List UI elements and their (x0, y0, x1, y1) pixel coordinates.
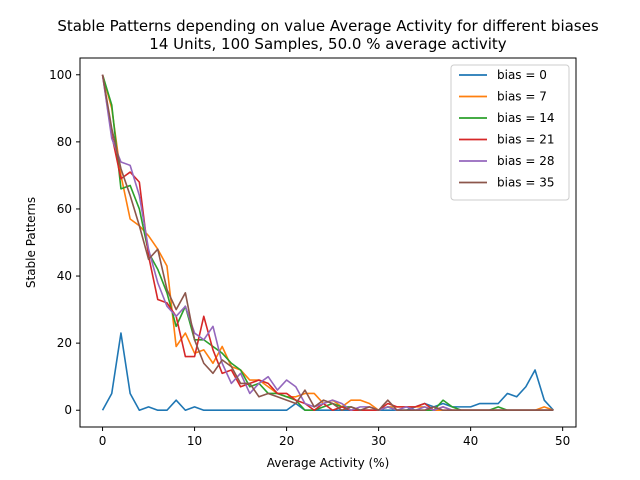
x-tick-label-0: 0 (99, 434, 107, 448)
y-tick-label-5: 100 (49, 68, 72, 82)
legend-box (450, 64, 570, 201)
chart-subtitle: 14 Units, 100 Samples, 50.0 % average ac… (149, 35, 507, 53)
y-axis-label: Stable Patterns (24, 197, 38, 288)
plot-frame (79, 57, 577, 428)
y-tick-label-4: 80 (57, 135, 72, 149)
legend-label-2: bias = 14 (497, 111, 555, 125)
y-tick-label-0: 0 (64, 403, 72, 417)
x-tick-label-1: 10 (187, 434, 202, 448)
legend-label-5: bias = 35 (497, 176, 555, 190)
legend: bias = 0 bias = 7 bias = 14 bias = 21 bias =… (450, 64, 570, 201)
series-line-0 (101, 332, 555, 412)
x-tick-label-4: 40 (463, 434, 478, 448)
plot-lines (101, 74, 555, 412)
x-tick-label-3: 30 (371, 434, 386, 448)
x-tick-label-2: 20 (279, 434, 294, 448)
y-axis: 0 20 40 60 80 100 (49, 68, 80, 417)
legend-label-3: bias = 21 (497, 133, 555, 147)
legend-label-0: bias = 0 (497, 68, 547, 82)
x-axis: 0 10 20 30 40 50 (99, 427, 570, 448)
y-tick-label-1: 20 (57, 336, 72, 350)
series-line-5 (101, 74, 554, 412)
x-axis-label: Average Activity (%) (267, 456, 390, 470)
y-tick-label-3: 60 (57, 202, 72, 216)
x-tick-label-5: 50 (555, 434, 570, 448)
legend-label-4: bias = 28 (497, 154, 555, 168)
y-tick-label-2: 40 (57, 269, 72, 283)
chart-title: Stable Patterns depending on value Avera… (57, 17, 599, 35)
legend-label-1: bias = 7 (497, 90, 547, 104)
